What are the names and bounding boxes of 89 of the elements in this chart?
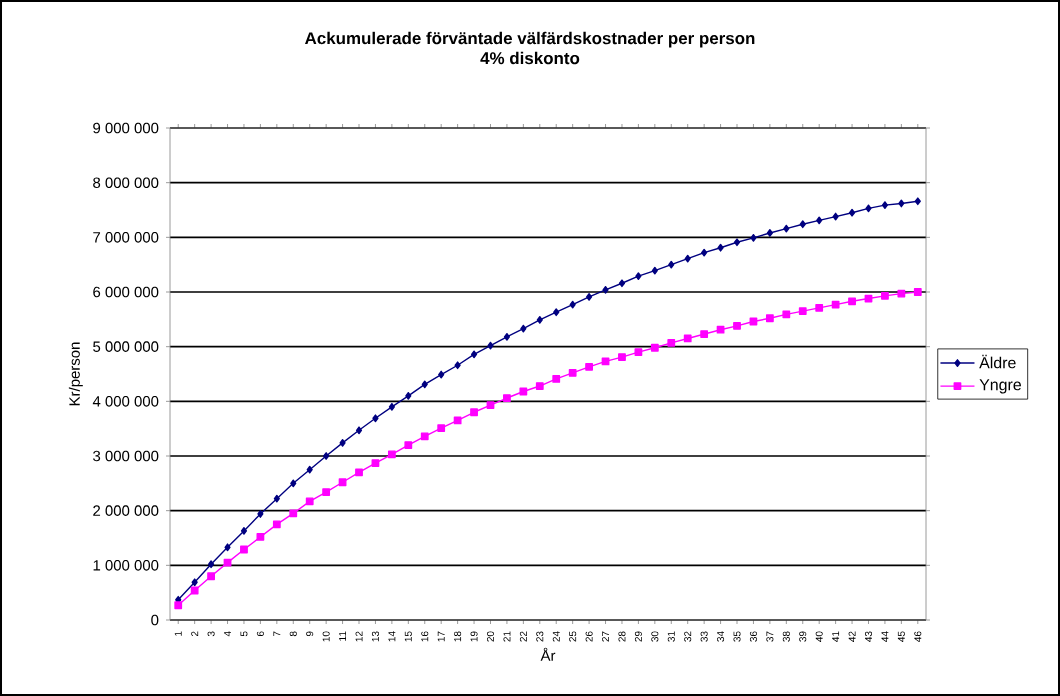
point [404,441,413,449]
point [553,308,560,317]
point [273,494,280,503]
point [437,424,446,433]
point [716,325,725,334]
point [586,293,593,301]
point [568,369,577,377]
point [355,468,363,477]
point [832,212,839,221]
point [668,260,675,269]
point [257,510,264,518]
point [569,300,576,309]
point [848,208,856,217]
point [339,438,346,447]
point [323,452,330,460]
point [536,315,543,324]
point [503,332,511,341]
point [535,382,544,390]
point [453,416,462,425]
point [405,391,412,400]
point [765,314,774,323]
point [487,341,494,350]
point [651,266,658,275]
point [618,353,626,361]
point [881,201,889,209]
point [190,586,199,595]
point [240,527,248,535]
point [174,601,183,610]
point [224,543,231,552]
point [272,520,281,529]
point [799,220,806,229]
point [848,297,856,306]
point [552,375,561,383]
point [503,394,511,402]
point [782,310,791,319]
point [717,243,724,252]
point [355,426,363,435]
point [914,197,921,206]
point [290,479,297,488]
point [815,303,824,312]
point [684,254,691,263]
point [388,402,395,411]
point [387,450,396,459]
point [420,432,429,441]
point [881,291,889,300]
point [816,216,823,225]
point [750,233,757,242]
point [520,324,527,333]
point [240,545,248,554]
point [798,307,807,316]
point [438,370,445,379]
point [305,497,314,506]
point [191,578,198,587]
point [338,478,347,487]
point [470,350,478,359]
point [602,285,609,294]
point [733,238,741,247]
point [831,300,840,309]
point [289,509,298,518]
chart-subtitle: 4% diskonto [480,51,580,65]
point [208,560,215,569]
point [783,224,790,233]
point [766,229,773,237]
point [618,279,626,288]
point [256,533,265,541]
point [421,380,428,389]
point [897,289,906,298]
point [486,401,495,410]
point [667,338,676,347]
point [207,572,215,581]
point [701,248,708,257]
point [700,330,709,338]
point [865,204,872,213]
point [683,334,692,343]
point [898,199,905,208]
point [650,343,659,352]
point [470,408,478,417]
point [519,387,528,396]
point [372,414,379,423]
point [733,322,741,330]
point [634,348,643,357]
point [585,363,593,371]
point [454,361,461,370]
point [913,288,922,296]
chart-title: Ackumulerade förväntade välfärdskostnader per person [304,31,755,48]
point [322,488,331,496]
point [306,465,313,474]
point [635,272,642,281]
point [371,459,380,467]
